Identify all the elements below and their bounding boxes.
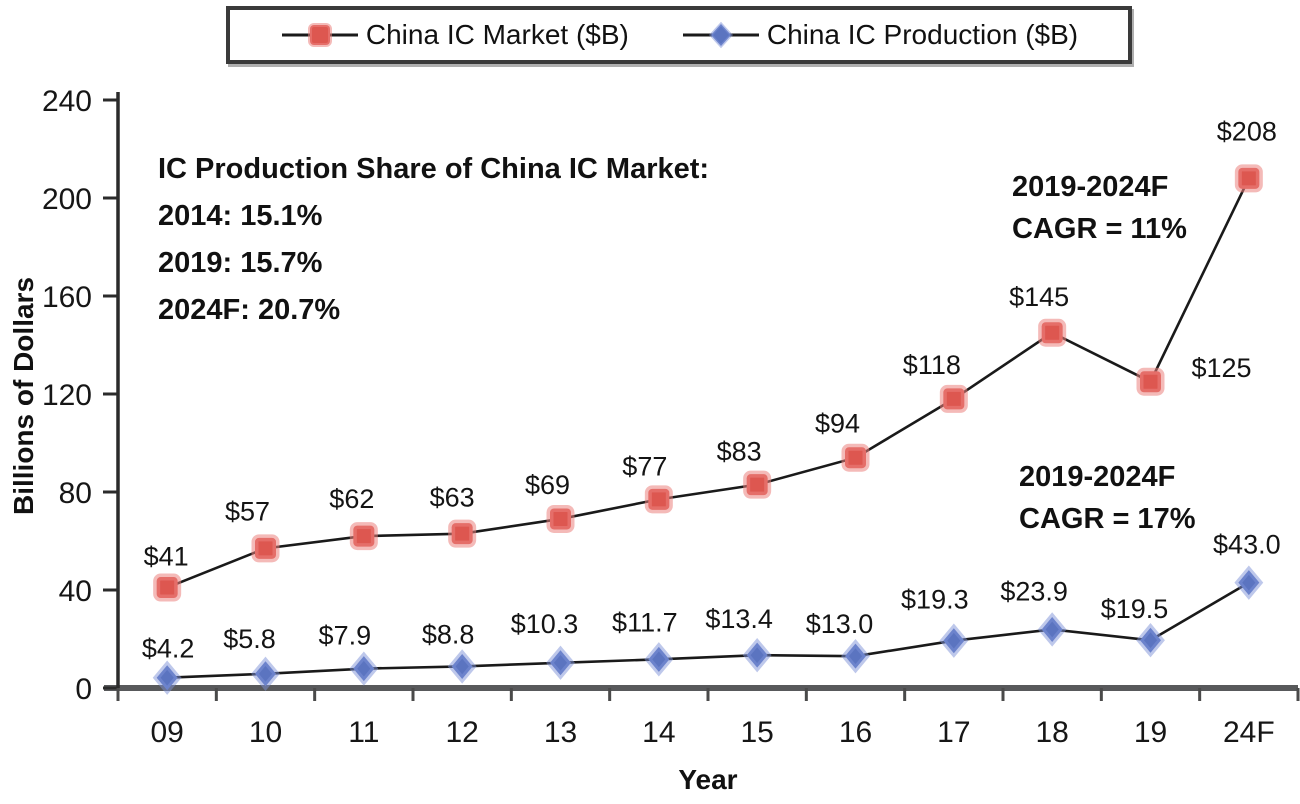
share-line-2019: 2019: 15.7% (158, 246, 323, 279)
production-series-line (167, 581, 1250, 680)
y-tick-label: 0 (75, 673, 92, 706)
market-marker-icon (307, 23, 332, 47)
market-data-label: $63 (430, 483, 475, 513)
market-data-label: $208 (1217, 116, 1277, 146)
market-series-line (166, 177, 1251, 589)
market-point-marker (153, 573, 182, 602)
production-point-marker (1037, 612, 1067, 647)
market-point-marker (1234, 164, 1263, 193)
cagr-production-value: CAGR = 17% (1019, 503, 1196, 536)
market-data-label: $69 (525, 470, 570, 500)
market-point-marker (939, 384, 968, 413)
legend: China IC Market ($B) China IC Production… (226, 6, 1132, 64)
x-tick-label: 17 (937, 716, 970, 749)
share-title: IC Production Share of China IC Market: (158, 153, 710, 185)
production-data-label: $13.4 (705, 604, 773, 634)
x-tick-label: 14 (642, 716, 675, 749)
production-marker-icon (708, 21, 733, 49)
market-data-label: $118 (903, 350, 961, 380)
production-point-marker (349, 651, 379, 686)
market-point-marker (743, 470, 772, 499)
x-tick-label: 18 (1035, 716, 1068, 749)
legend-entry-production: China IC Production ($B) (681, 19, 1078, 51)
x-tick-label: 10 (249, 716, 282, 749)
market-point-marker (448, 519, 477, 548)
y-tick-label: 80 (59, 477, 92, 510)
x-tick-label: 13 (544, 716, 577, 749)
share-line-2014: 2014: 15.1% (158, 199, 323, 232)
share-line-2024f: 2024F: 20.7% (158, 293, 341, 326)
cagr-market-range: 2019-2024F (1012, 171, 1169, 203)
market-point-marker (1038, 318, 1067, 347)
market-data-label: $57 (225, 496, 270, 526)
x-tick-label: 09 (150, 716, 183, 749)
production-data-label: $43.0 (1213, 530, 1281, 560)
cagr-production-range: 2019-2024F (1019, 461, 1176, 493)
production-point-marker (644, 642, 674, 677)
cagr-production-annotation: 2019-2024F CAGR = 17% (1019, 456, 1195, 540)
production-data-label: $19.3 (901, 585, 969, 615)
production-point-marker (939, 623, 969, 658)
x-tick-label: 24F (1223, 716, 1275, 749)
legend-label-production: China IC Production ($B) (766, 19, 1079, 50)
legend-label-market: China IC Market ($B) (365, 19, 629, 50)
production-point-marker (841, 638, 870, 674)
market-data-label: $145 (1009, 282, 1069, 312)
production-data-label: $10.3 (511, 609, 579, 639)
production-point-marker (447, 649, 477, 684)
market-data-label: $77 (622, 451, 667, 481)
production-point-marker (1234, 565, 1264, 600)
market-point-marker (1136, 367, 1165, 396)
production-point-marker (1136, 623, 1165, 658)
x-axis-title: Year (678, 764, 738, 795)
x-tick-label: 16 (839, 716, 872, 749)
production-data-label: $23.9 (1000, 576, 1068, 606)
production-point-marker (152, 660, 182, 695)
market-point-marker (349, 522, 378, 551)
production-point-marker (742, 638, 772, 673)
production-point-marker (251, 656, 280, 691)
market-point-marker (251, 534, 280, 563)
y-tick-label: 120 (42, 379, 92, 412)
market-point-marker (546, 504, 575, 533)
production-data-label: $5.8 (223, 624, 276, 654)
x-tick-label: 19 (1134, 716, 1167, 749)
production-data-label: $11.7 (612, 607, 678, 637)
market-data-label: $83 (717, 437, 762, 467)
market-point-marker (644, 485, 673, 514)
y-axis-title: Billions of Dollars (8, 276, 39, 516)
production-data-label: $4.2 (142, 634, 195, 664)
market-data-label: $41 (144, 542, 189, 572)
x-tick-label: 15 (740, 716, 773, 749)
market-series-icon (281, 23, 358, 47)
production-data-label: $13.0 (806, 609, 874, 639)
market-data-label: $125 (1191, 353, 1251, 383)
y-tick-label: 200 (42, 183, 92, 216)
production-data-label: $19.5 (1101, 594, 1169, 624)
production-share-annotation: IC Production Share of China IC Market: … (158, 146, 709, 334)
market-point-marker (841, 443, 870, 472)
market-data-label: $62 (329, 484, 374, 514)
market-data-label: $94 (815, 409, 860, 439)
production-point-marker (546, 645, 575, 680)
cagr-market-value: CAGR = 11% (1012, 213, 1187, 246)
cagr-market-annotation: 2019-2024F CAGR = 11% (1012, 166, 1187, 250)
legend-entry-market: China IC Market ($B) (280, 19, 629, 51)
y-tick-label: 160 (42, 281, 92, 314)
production-data-label: $7.9 (319, 621, 372, 651)
y-tick-label: 240 (42, 85, 92, 118)
x-tick-label: 12 (445, 716, 478, 749)
y-tick-label: 40 (59, 575, 92, 608)
production-data-label: $8.8 (422, 619, 475, 649)
x-tick-label: 11 (348, 716, 379, 749)
production-series-icon (682, 21, 759, 49)
